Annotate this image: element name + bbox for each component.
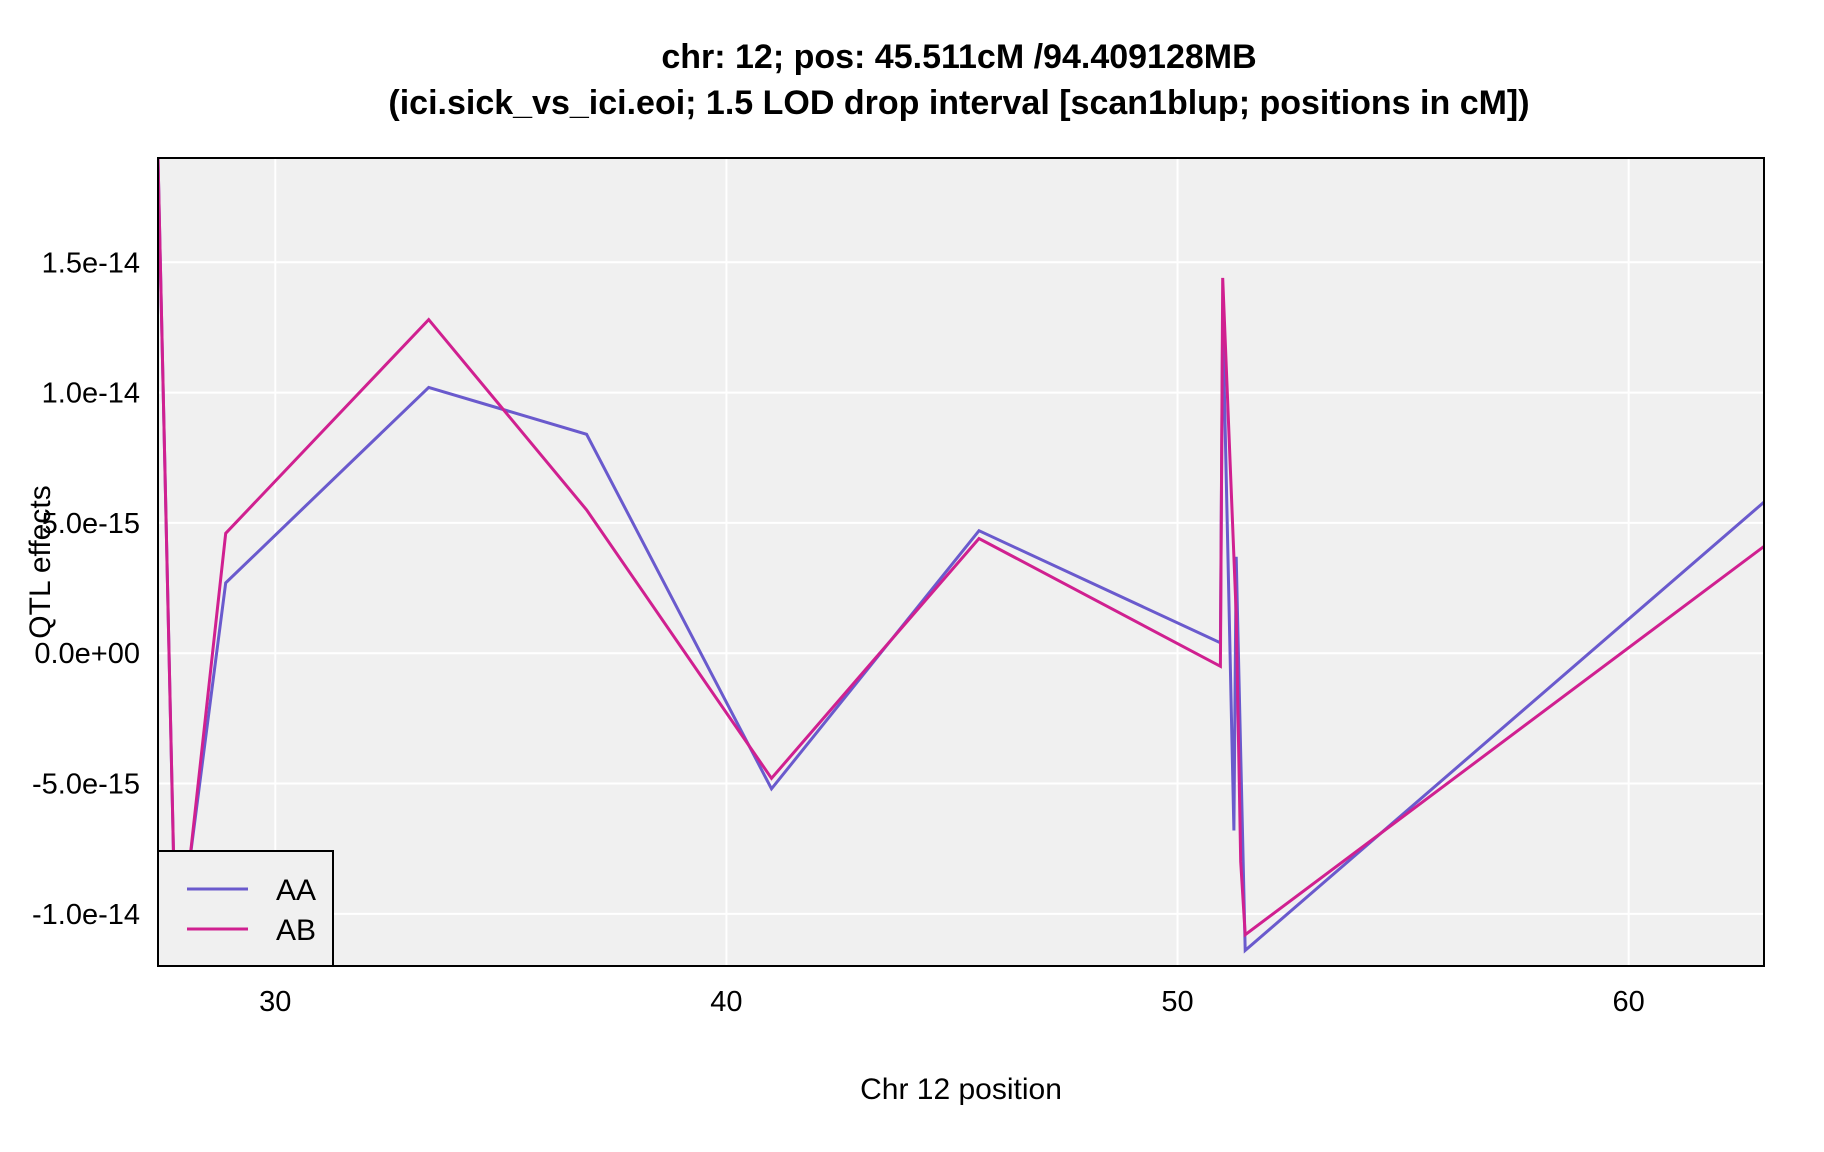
y-axis-label: QTL effects	[24, 485, 57, 638]
x-tick-label: 50	[1161, 986, 1193, 1018]
x-tick-label: 60	[1613, 986, 1645, 1018]
legend: AA AB	[157, 850, 334, 967]
gridlines	[158, 158, 1764, 966]
plot-area	[158, 158, 1764, 966]
plot-border	[157, 157, 1765, 967]
y-tick-label: -5.0e-15	[32, 769, 140, 801]
x-tick-label: 30	[259, 986, 291, 1018]
chart-subtitle: (ici.sick_vs_ici.eoi; 1.5 LOD drop inter…	[388, 84, 1529, 122]
y-tick-label: 1.0e-14	[42, 378, 140, 410]
series-lines	[158, 158, 1764, 966]
legend-label-ab: AB	[276, 914, 316, 947]
y-axis-ticks: 1.5e-14 1.0e-14 5.0e-15 0.0e+00 -5.0e-15 -1.0…	[32, 247, 140, 931]
legend-label-aa: AA	[276, 874, 316, 907]
y-tick-label: -1.0e-14	[32, 899, 140, 931]
x-tick-label: 40	[710, 986, 742, 1018]
y-tick-label: 5.0e-15	[42, 508, 140, 540]
x-axis-ticks: 30 40 50 60	[259, 986, 1645, 1018]
x-axis-label: Chr 12 position	[860, 1073, 1062, 1106]
y-tick-label: 0.0e+00	[34, 638, 140, 670]
y-tick-label: 1.5e-14	[42, 247, 140, 279]
series-line-ab	[158, 158, 1764, 966]
legend-box	[157, 850, 334, 967]
chart-title: chr: 12; pos: 45.511cM /94.409128MB	[661, 38, 1256, 76]
